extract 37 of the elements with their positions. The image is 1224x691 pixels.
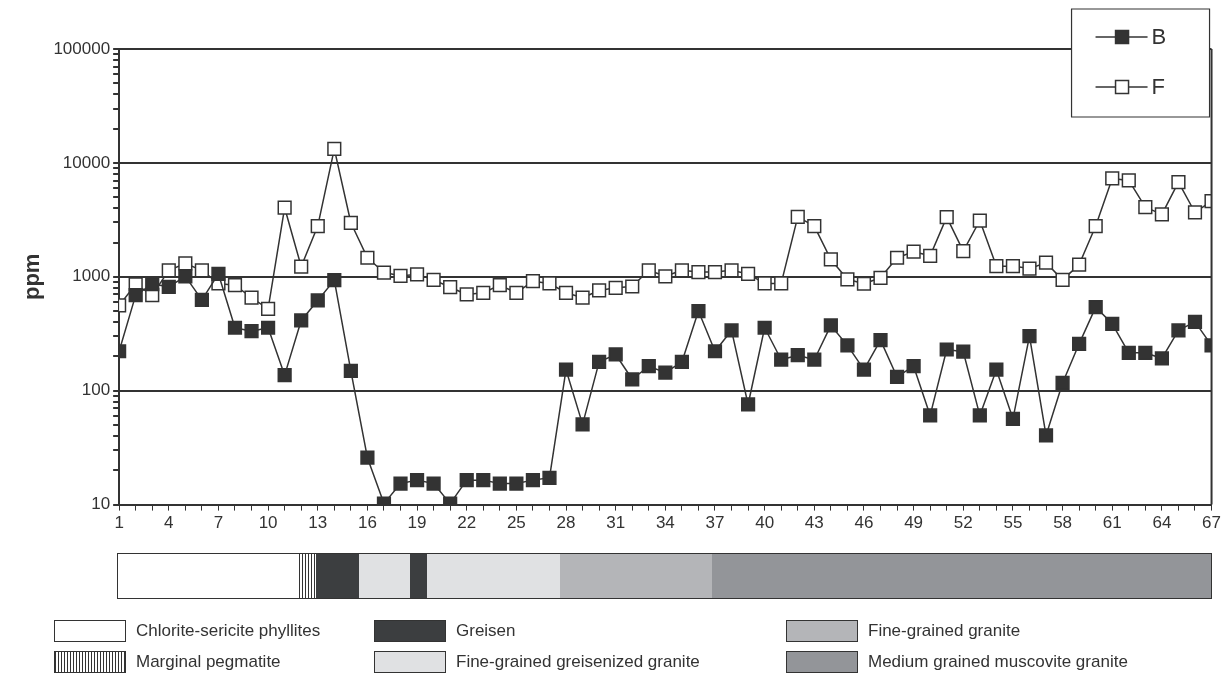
x-tick-label: 13 [308,513,328,533]
x-tick-label: 52 [953,513,973,533]
x-tick-label: 16 [357,513,377,533]
x-tick-label: 43 [804,513,824,533]
y-tick-label: 10 [91,494,111,514]
x-tick-label: 22 [457,513,477,533]
x-tick-label: 55 [1003,513,1023,533]
x-tick-label: 46 [854,513,874,533]
y-tick-label: 100 [81,380,111,400]
text: Fine-grained greisenized granite [456,651,700,673]
legend-label: B [1151,24,1167,50]
x-tick-label: 7 [213,513,224,533]
x-tick-label: 19 [407,513,427,533]
x-tick-label: 25 [506,513,526,533]
x-tick-label: 40 [755,513,775,533]
y-tick-label: 100000 [53,38,111,58]
text: Chlorite-sericite phyllites [136,620,321,642]
y-axis-title: ppm [19,253,45,301]
x-tick-label: 10 [258,513,278,533]
x-tick-label: 1 [114,513,124,533]
x-tick-label: 61 [1102,513,1122,533]
x-tick-label: 31 [606,513,626,533]
x-tick-label: 28 [556,513,576,533]
text: Greisen [456,620,516,642]
text: Medium grained muscovite granite [868,651,1128,673]
x-tick-label: 49 [904,513,924,533]
text: Marginal pegmatite [136,651,281,673]
x-tick-label: 37 [705,513,725,533]
x-tick-label: 58 [1053,513,1073,533]
x-tick-label: 64 [1152,513,1172,533]
x-tick-label: 67 [1202,513,1222,533]
y-tick-label: 10000 [62,152,111,172]
text: Fine-grained granite [868,620,1021,642]
y-tick-label: 1000 [72,266,111,286]
x-tick-label: 34 [655,513,675,533]
legend-label: F [1151,74,1165,100]
x-tick-label: 4 [164,513,174,533]
